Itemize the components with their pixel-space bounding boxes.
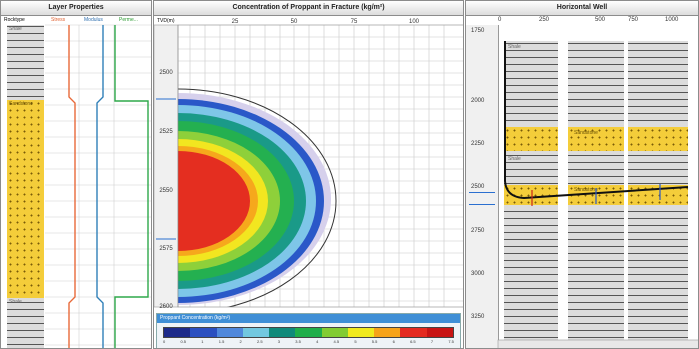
legend-swatch [321, 328, 348, 337]
concentration-legend: Proppant Concentration (kg/m²) 0 0.5 1 1.5 2… [156, 313, 461, 348]
legend-swatch [347, 328, 375, 337]
permeability-curve [114, 25, 149, 348]
y-tick-2500: 2500 [159, 70, 173, 76]
y-tick-2600: 2600 [159, 304, 173, 310]
legend-swatch [190, 328, 217, 337]
depth-unit-label: TVD(m) [157, 18, 175, 24]
wellbore-trajectory[interactable] [466, 1, 699, 349]
layer-label-sandstone: Sandstone [9, 101, 33, 107]
well-y-tick-3250: 3250 [471, 314, 485, 320]
legend-swatch [426, 328, 453, 337]
well-x-tick-500: 500 [595, 17, 606, 23]
well-sand-band-upper-3 [628, 127, 688, 151]
proppant-concentration-panel: Concentration of Proppant in Fracture (k… [153, 0, 464, 349]
legend-tick-label: 7 [430, 339, 434, 344]
permeability-header[interactable]: Perme... [119, 17, 138, 23]
legend-tick-label: 3 [277, 339, 281, 344]
well-x-tick-0: 0 [498, 17, 502, 23]
layer-label-shale-bottom: Shale [9, 299, 22, 305]
legend-colorbar [163, 327, 454, 338]
legend-tick-label: 3.5 [295, 339, 301, 344]
well-depth-marker-b [469, 204, 495, 205]
legend-tick-label: 1 [201, 339, 204, 344]
rock-column [7, 25, 44, 348]
property-curves [45, 24, 151, 348]
well-y-tick-2500: 2500 [471, 184, 485, 190]
well-x-tick-750: 750 [628, 17, 639, 23]
legend-tick-label: 2.5 [257, 339, 263, 344]
modulus-header[interactable]: Modulus [84, 17, 103, 23]
legend-tick-label: 1.5 [218, 339, 225, 344]
x-tick-25: 25 [232, 19, 239, 25]
well-x-tick-1000: 1000 [665, 17, 679, 23]
legend-tick-label: 6.5 [410, 339, 416, 344]
legend-tick-label: 4.5 [333, 339, 340, 344]
y-tick-2525: 2525 [159, 129, 173, 135]
legend-tick-label: 5 [354, 339, 357, 344]
well-layer-label-4: Sandstone [574, 187, 598, 193]
fracture-plot[interactable]: 25 50 75 100 2500 2525 2550 2575 2600 [154, 1, 464, 349]
legend-swatch [216, 328, 243, 337]
well-x-tick-250: 250 [539, 17, 550, 23]
well-depth-axis [466, 25, 499, 348]
y-tick-2550: 2550 [159, 188, 173, 194]
well-y-tick-3000: 3000 [471, 271, 485, 277]
x-tick-50: 50 [291, 19, 298, 25]
legend-title: Proppant Concentration (kg/m²) [157, 314, 460, 323]
legend-tick-label: 7.5 [448, 339, 454, 344]
legend-tick-label: 0.5 [180, 339, 187, 344]
legend-swatch [164, 328, 191, 337]
well-layer-label-3: Shale [508, 156, 521, 162]
well-depth-marker-a [469, 192, 495, 193]
layer-properties-panel: Layer Properties Rocktype Stress Modulus… [0, 0, 152, 349]
well-layer-label-1: Shale [508, 44, 521, 50]
stress-header[interactable]: Stress [51, 17, 66, 23]
legend-tick-label: 5.5 [371, 339, 378, 344]
sandstone-layer [7, 100, 44, 298]
stress-curve [68, 25, 76, 348]
legend-swatch [269, 328, 296, 337]
horizontal-well-panel: Horizontal Well 0 250 500 750 1000 1750 … [465, 0, 699, 349]
layer-label-shale-top: Shale [9, 26, 22, 32]
legend-swatch [242, 328, 270, 337]
layer-properties-title: Layer Properties [1, 1, 151, 16]
legend-tick-label: 6 [392, 339, 395, 344]
legend-tick-label: 4 [316, 339, 319, 344]
well-y-tick-2000: 2000 [471, 98, 485, 104]
horizontal-well-title: Horizontal Well [466, 1, 698, 16]
x-tick-100: 100 [409, 19, 420, 25]
legend-ticks: 0 0.5 1 1.5 2 2.5 3 3.5 4 4.5 5 5.5 6 6.5 7 7.5 [163, 339, 454, 347]
rocktype-header[interactable]: Rocktype [4, 17, 25, 23]
modulus-curve [96, 25, 104, 348]
shale-layer-top [7, 25, 44, 100]
legend-swatch [400, 328, 427, 337]
concentration-title: Concentration of Proppant in Fracture (k… [154, 1, 463, 16]
legend-tick-label: 2 [239, 339, 242, 344]
legend-swatch [295, 328, 322, 337]
well-sand-band-upper [504, 127, 558, 151]
well-sand-band-target [504, 185, 558, 205]
well-layer-label-2: Sandstone [574, 130, 598, 136]
legend-tick-label: 0 [163, 339, 166, 344]
legend-swatch [374, 328, 401, 337]
x-tick-75: 75 [351, 19, 358, 25]
well-y-tick-2750: 2750 [471, 228, 485, 234]
well-y-tick-1750: 1750 [471, 28, 485, 34]
well-y-tick-2250: 2250 [471, 141, 485, 147]
y-tick-2575: 2575 [159, 246, 173, 252]
shale-layer-bottom [7, 298, 44, 348]
well-sand-band-upper-2 [568, 127, 624, 151]
